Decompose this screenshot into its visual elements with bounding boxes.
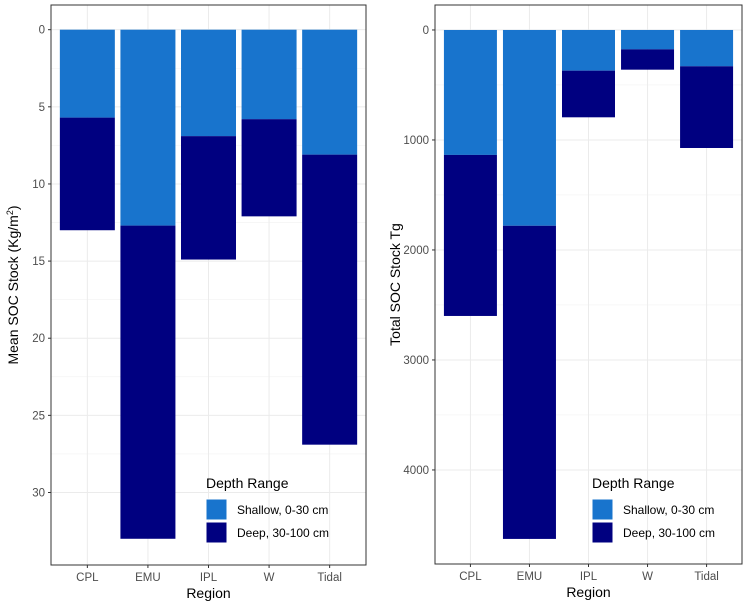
bar-cpl-shallow <box>443 29 497 155</box>
bar-w-shallow <box>241 29 297 120</box>
bar-ipl-deep <box>181 136 236 260</box>
y-axis-title-end: ) <box>5 205 21 210</box>
y-tick-label: 30 <box>32 487 45 499</box>
bar-cpl-shallow <box>59 29 115 118</box>
bar-w-deep <box>241 119 297 217</box>
legend-label: Shallow, 0-30 cm <box>623 503 714 517</box>
y-tick-label: 15 <box>32 256 45 268</box>
y-tick-label: 0 <box>423 25 429 37</box>
y-tick-label: 3000 <box>403 355 429 367</box>
bar-tidal-shallow <box>302 29 358 155</box>
legend-label: Shallow, 0-30 cm <box>237 503 328 517</box>
legend-label: Deep, 30-100 cm <box>237 526 329 540</box>
x-tick-label: CPL <box>459 571 482 583</box>
y-tick-label: 20 <box>32 333 45 345</box>
y-axis-title-superscript: 2 <box>5 210 15 215</box>
bar-emu-shallow <box>502 29 556 226</box>
legend-key-shallow <box>205 498 228 521</box>
bar-ipl-shallow <box>181 29 236 137</box>
bar-emu-deep <box>120 225 176 539</box>
bar-tidal-deep <box>302 154 358 445</box>
x-axis-title: Region <box>566 584 610 600</box>
legend-key-shallow <box>591 498 614 521</box>
bar-tidal-shallow <box>680 29 734 67</box>
legend: Depth Range Shallow, 0-30 cm Deep, 30-100 … <box>591 475 715 544</box>
y-tick-label: 4000 <box>403 465 429 477</box>
bar-ipl-shallow <box>562 29 615 71</box>
y-axis-title: Total SOC Stock Tg <box>387 223 403 346</box>
y-tick-label: 1000 <box>403 135 429 147</box>
y-tick-label: 5 <box>39 102 45 114</box>
x-tick-label: EMU <box>517 571 543 583</box>
legend-title: Depth Range <box>206 475 289 491</box>
x-tick-label: W <box>264 572 275 584</box>
x-tick-label: W <box>642 571 653 583</box>
legend-label: Deep, 30-100 cm <box>623 526 715 540</box>
chart-panel-2: 0 1000 2000 3000 4000 CPL EMU IPL W Tidal Region To… <box>387 4 743 600</box>
legend-key-deep <box>205 521 228 544</box>
y-tick-label: 25 <box>32 410 45 422</box>
bar-w-shallow <box>621 29 675 50</box>
legend-key-deep <box>591 521 614 544</box>
x-tick-label: EMU <box>135 572 161 584</box>
bar-w-deep <box>621 49 675 70</box>
bar-emu-shallow <box>120 29 176 226</box>
x-tick-label: Tidal <box>317 572 342 584</box>
y-tick-label: 2000 <box>403 245 429 257</box>
panel-border <box>434 4 743 565</box>
x-axis-title: Region <box>186 585 230 601</box>
bar-cpl-deep <box>59 117 115 231</box>
y-axis-title-main: Mean SOC Stock (Kg/m <box>5 215 21 364</box>
legend-title: Depth Range <box>592 475 675 491</box>
bar-emu-deep <box>502 225 556 539</box>
panel-border <box>50 4 367 566</box>
x-tick-label: CPL <box>76 572 99 584</box>
x-tick-label: IPL <box>200 572 218 584</box>
bar-tidal-deep <box>680 66 734 148</box>
y-tick-label: 0 <box>39 25 45 37</box>
x-tick-label: Tidal <box>694 571 719 583</box>
legend: Depth Range Shallow, 0-30 cm Deep, 30-100 … <box>205 475 329 544</box>
y-axis-title: Mean SOC Stock (Kg/m2) <box>5 205 21 364</box>
bar-cpl-deep <box>443 154 497 316</box>
x-tick-label: IPL <box>580 571 598 583</box>
bar-ipl-deep <box>562 70 615 118</box>
chart-panel-1: 0 5 10 15 20 25 30 CPL EMU IPL W Tidal Region Mean SO… <box>5 4 367 601</box>
y-tick-label: 10 <box>32 179 45 191</box>
